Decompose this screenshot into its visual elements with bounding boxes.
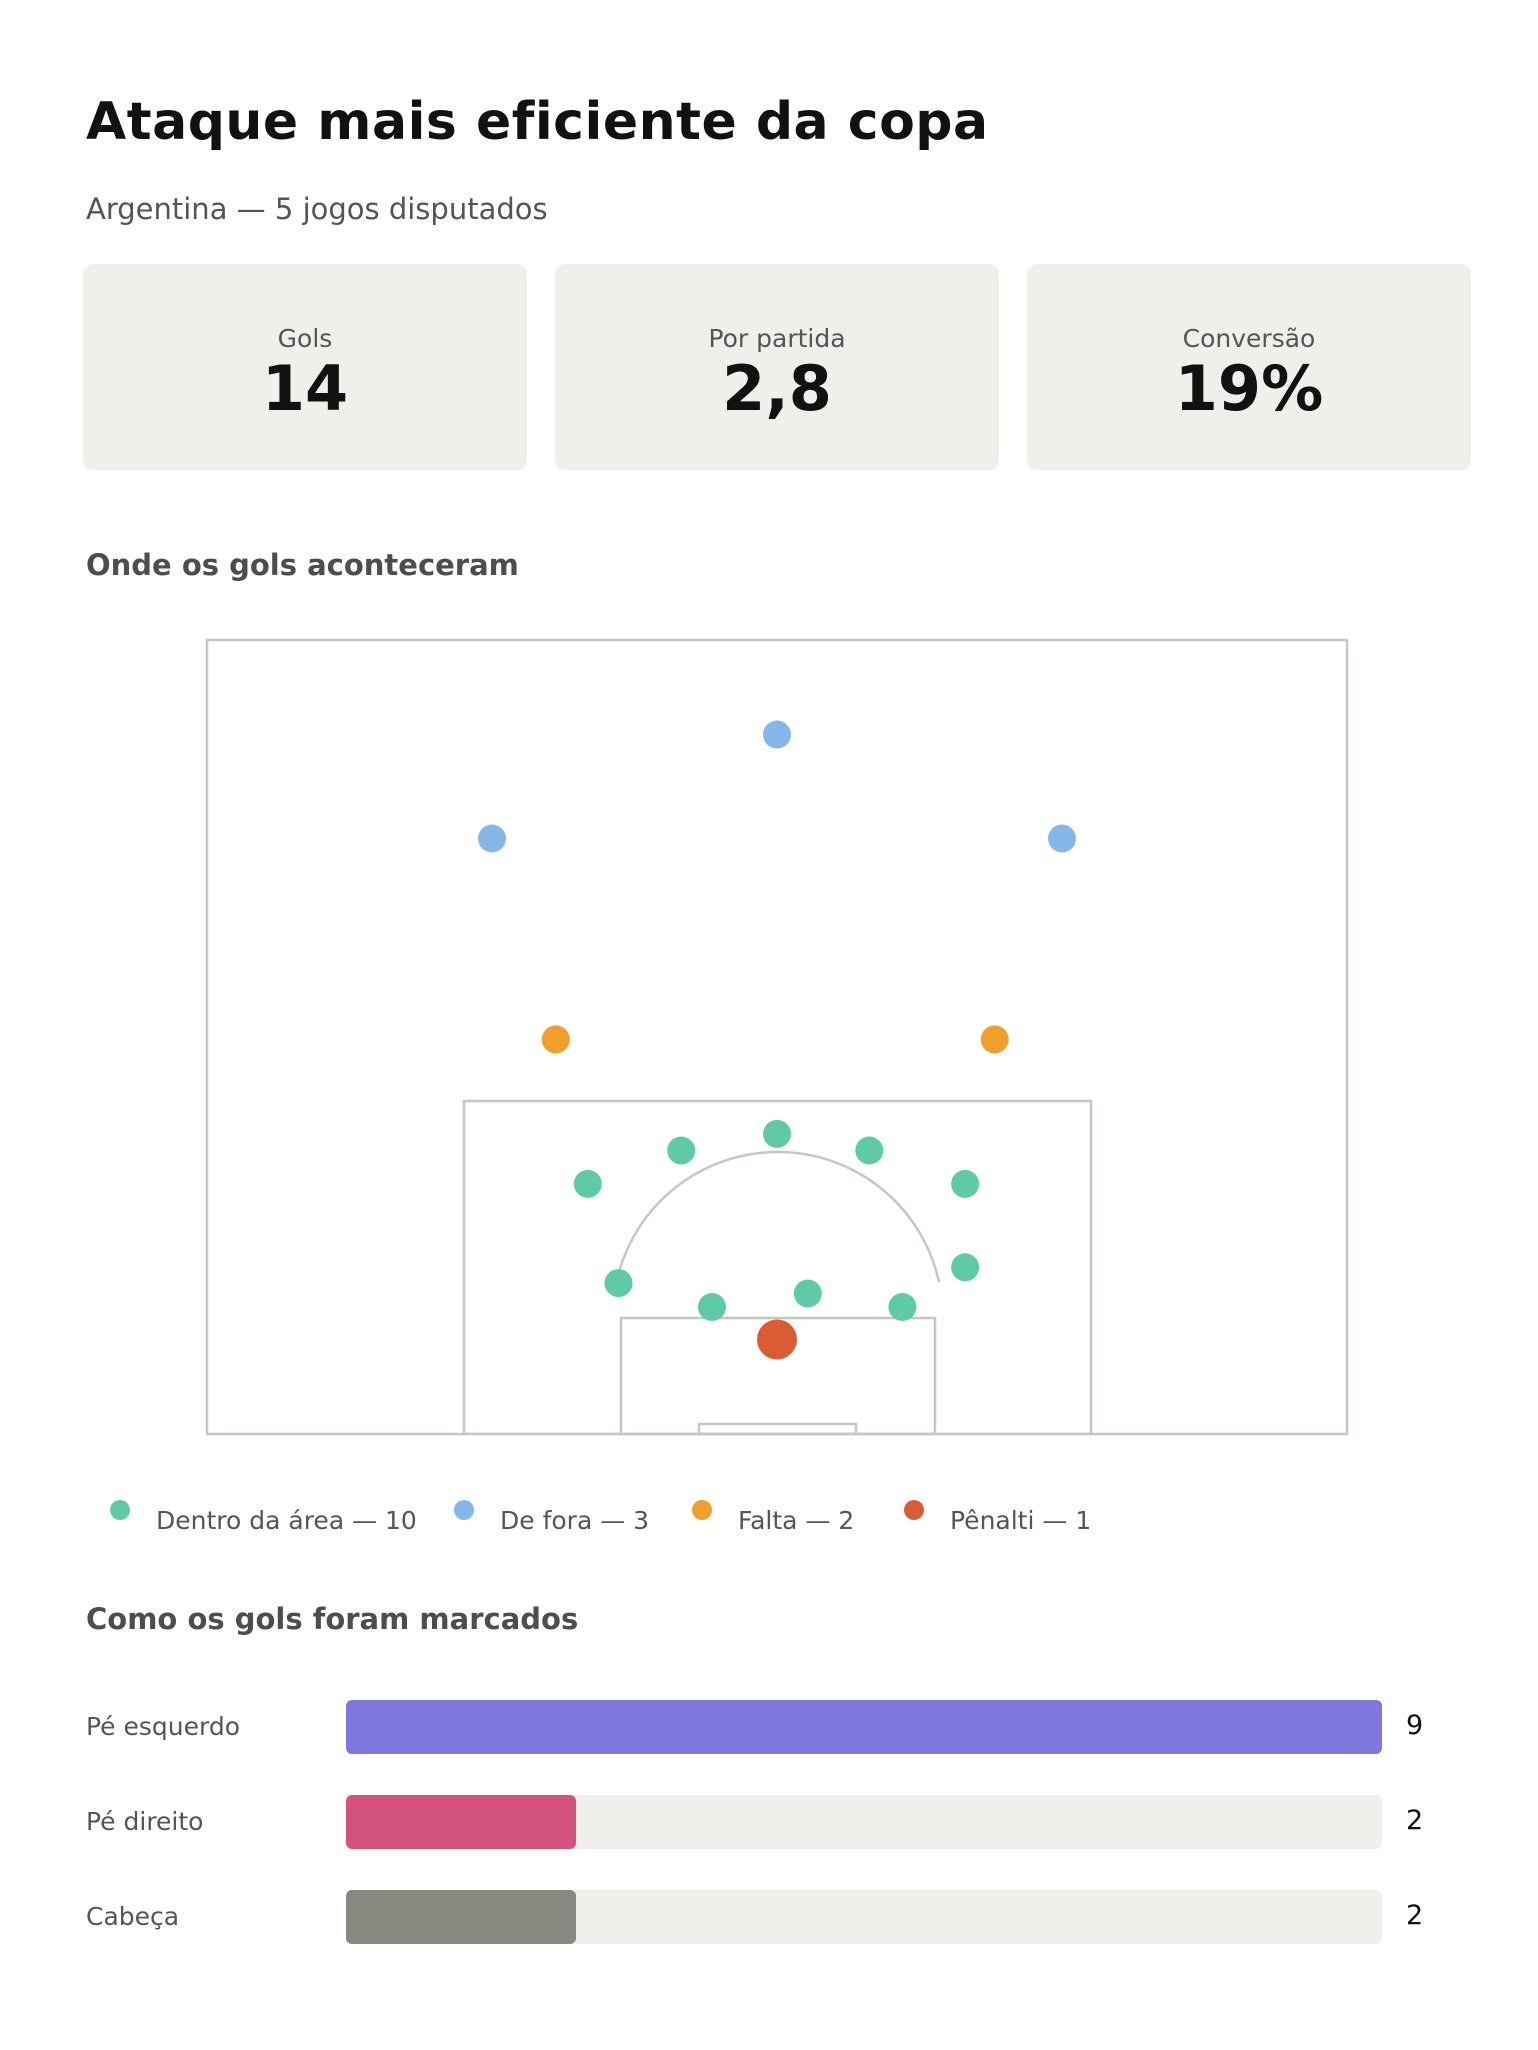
goal-point-dentro-7 [698, 1293, 726, 1321]
pitch-outline [205, 638, 1349, 1436]
penalty-arc [617, 1150, 941, 1283]
legend-label: Dentro da área — 10 [156, 1506, 417, 1535]
legend-swatch [692, 1500, 712, 1520]
stat-card-por-partida: Por partida 2,8 [555, 264, 999, 470]
stat-value: 19% [1174, 352, 1324, 425]
legend-label: Falta — 2 [738, 1506, 855, 1535]
bar-fill-cabeca [346, 1890, 577, 1944]
bar-value: 2 [1406, 1805, 1424, 1836]
goal-mouth [697, 1422, 858, 1436]
stat-card-conversao: Conversão 19% [1027, 264, 1471, 470]
bar-track [346, 1795, 1382, 1849]
stat-value: 14 [261, 352, 349, 425]
goal-point-fora-2 [763, 720, 791, 749]
bar-track [346, 1700, 1382, 1754]
goal-point-dentro-4 [855, 1136, 884, 1165]
legend-label: De fora — 3 [500, 1506, 650, 1535]
goal-point-fora-1 [478, 824, 506, 853]
bar-track [346, 1890, 1382, 1944]
goal-point-dentro-6 [604, 1269, 633, 1298]
goal-point-dentro-5 [951, 1169, 980, 1198]
goal-point-dentro-2 [667, 1136, 696, 1165]
stat-label: Por partida [708, 324, 846, 353]
goal-point-dentro-8 [793, 1279, 822, 1308]
legend-swatch [110, 1500, 130, 1520]
goal-point-dentro-10 [951, 1253, 980, 1282]
section-title-bars: Como os gols foram marcados [86, 1602, 579, 1636]
bar-label: Cabeça [86, 1902, 180, 1931]
bar-value: 2 [1406, 1900, 1424, 1931]
page-title: Ataque mais eficiente da copa [86, 92, 989, 152]
goal-point-dentro-1 [573, 1169, 602, 1198]
goal-location-chart [205, 638, 1349, 1436]
stat-label: Gols [277, 324, 333, 353]
legend-swatch [904, 1500, 924, 1520]
legend-swatch [454, 1500, 474, 1520]
page-subtitle: Argentina — 5 jogos disputados [86, 192, 548, 226]
section-title-pitch: Onde os gols aconteceram [86, 548, 519, 582]
bar-fill-pe_esquerdo [346, 1700, 1382, 1754]
goal-point-falta-2 [980, 1025, 1009, 1054]
bar-value: 9 [1406, 1710, 1424, 1741]
bar-label: Pé esquerdo [86, 1712, 241, 1741]
goal-point-fora-3 [1048, 824, 1076, 853]
bar-label: Pé direito [86, 1807, 204, 1836]
goal-point-falta-1 [541, 1025, 570, 1054]
bar-fill-pe_direito [346, 1795, 577, 1849]
stat-label: Conversão [1182, 324, 1316, 353]
goal-point-penalti-1 [757, 1319, 797, 1360]
legend-label: Pênalti — 1 [950, 1506, 1092, 1535]
goal-point-dentro-9 [888, 1293, 917, 1321]
stat-card-gols: Gols 14 [83, 264, 527, 470]
goal-point-dentro-3 [763, 1119, 791, 1148]
stat-value: 2,8 [722, 352, 832, 425]
